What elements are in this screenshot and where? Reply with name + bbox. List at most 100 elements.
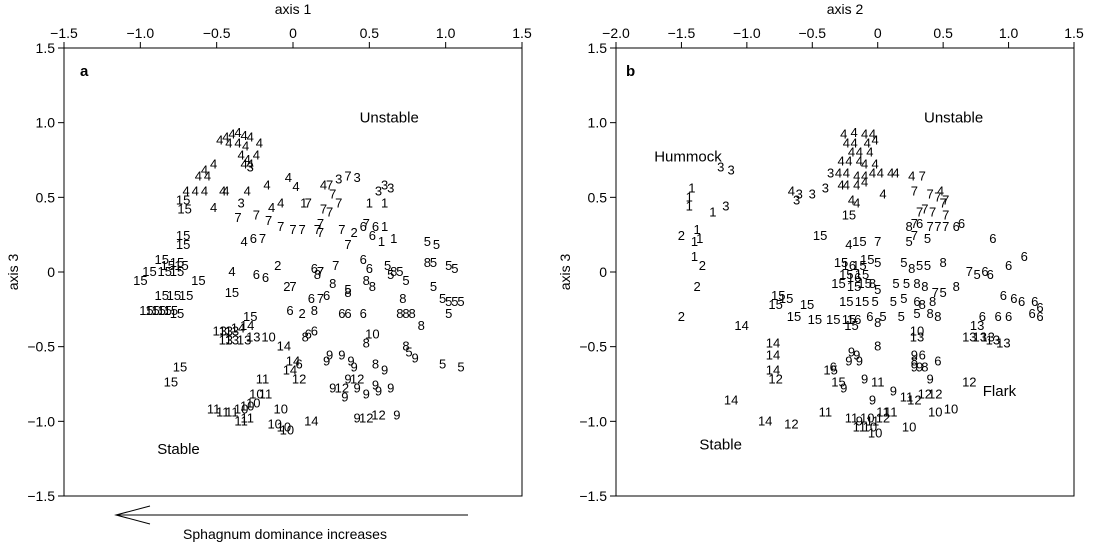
region-annotation: Hummock [654, 148, 722, 165]
data-point: 9 [856, 354, 863, 369]
data-point: 13 [986, 333, 1000, 348]
data-point: 4 [247, 130, 254, 145]
data-point: 14 [766, 336, 780, 351]
data-point: 5 [940, 285, 947, 300]
data-point: 4 [871, 133, 878, 148]
data-point: 11 [853, 419, 867, 434]
data-point: 4 [856, 145, 863, 160]
data-point: 5 [430, 279, 437, 294]
data-point: 1 [688, 180, 695, 195]
data-point: 7 [289, 279, 296, 294]
data-point: 13 [996, 336, 1010, 351]
data-point: 6 [262, 270, 269, 285]
data-point: 12 [359, 410, 373, 425]
data-point: 4 [835, 165, 842, 180]
data-point: 5 [384, 258, 391, 273]
data-point: 4 [887, 165, 894, 180]
data-point: 7 [344, 168, 351, 183]
data-point: 8 [344, 285, 351, 300]
data-point: 5 [898, 309, 905, 324]
data-point: 7 [966, 264, 973, 279]
y-axis-title: axis 3 [5, 254, 21, 291]
data-point: 4 [210, 156, 217, 171]
data-point: 13 [973, 330, 987, 345]
data-point: 11 [234, 413, 248, 428]
y-tick-label: 0 [599, 264, 607, 280]
data-point: 8 [926, 306, 933, 321]
data-point: 2 [283, 279, 290, 294]
data-point: 8 [402, 339, 409, 354]
scatter-panel-a: −1.5 −1.0 −0.5 0 0.5 1.0 1.5−1.5−1.0−0.500.51.… [5, 1, 532, 504]
data-point: 8 [934, 309, 941, 324]
data-point: 5 [874, 255, 881, 270]
data-point: 4 [256, 136, 263, 151]
data-point: 15 [154, 288, 168, 303]
data-point: 4 [201, 162, 208, 177]
data-point: 15 [176, 192, 190, 207]
data-point: 13 [225, 333, 239, 348]
data-point: 9 [848, 345, 855, 360]
data-point: 6 [1005, 258, 1012, 273]
data-point: 7 [344, 237, 351, 252]
data-point: 7 [326, 204, 333, 219]
data-point: 4 [892, 165, 899, 180]
data-point: 6 [295, 357, 302, 372]
arrow-label: Sphagnum dominance increases [183, 526, 387, 542]
data-point: 4 [234, 136, 241, 151]
data-point: 4 [879, 186, 886, 201]
data-point: 1 [691, 249, 698, 264]
data-point: 9 [347, 354, 354, 369]
data-point: 7 [277, 219, 284, 234]
data-point: 10 [365, 327, 379, 342]
data-point: 4 [222, 130, 229, 145]
data-point: 13 [219, 324, 233, 339]
data-point: 10 [860, 410, 874, 425]
data-point: 12 [876, 410, 890, 425]
data-point: 4 [228, 127, 235, 142]
data-point: 15 [834, 255, 848, 270]
data-point: 5 [871, 294, 878, 309]
data-point: 15 [154, 252, 168, 267]
data-point: 5 [892, 276, 899, 291]
data-point: 13 [219, 333, 233, 348]
data-point: 7 [921, 201, 928, 216]
data-point: 15 [844, 318, 858, 333]
data-point: 15 [823, 363, 837, 378]
data-point: 9 [344, 372, 351, 387]
data-point: 14 [734, 318, 748, 333]
data-point: 12 [768, 372, 782, 387]
data-point: 7 [929, 204, 936, 219]
data-point: 10 [928, 404, 942, 419]
data-point: 4 [845, 237, 852, 252]
data-point: 15 [808, 312, 822, 327]
data-point: 5 [451, 294, 458, 309]
arrow-head [114, 505, 151, 525]
data-point: 5 [451, 261, 458, 276]
data-point: 4 [192, 183, 199, 198]
data-point: 7 [299, 222, 306, 237]
x-tick-label: −1.0 [733, 25, 761, 41]
data-point: 7 [916, 204, 923, 219]
data-point: 4 [253, 148, 260, 163]
data-point: 6 [305, 327, 312, 342]
data-point: 6 [1000, 288, 1007, 303]
data-point: 4 [877, 165, 884, 180]
data-point: 6 [934, 354, 941, 369]
data-point: 5 [430, 255, 437, 270]
data-point: 12 [292, 372, 306, 387]
data-point: 4 [219, 183, 226, 198]
data-point: 6 [1021, 249, 1028, 264]
region-annotation: Stable [699, 437, 742, 454]
data-point: 7 [265, 213, 272, 228]
data-point: 8 [302, 330, 309, 345]
region-annotation: Flark [983, 383, 1017, 400]
data-point: 7 [926, 219, 933, 234]
data-point: 14 [240, 318, 254, 333]
data-point: 6 [286, 303, 293, 318]
data-point: 15 [855, 294, 869, 309]
data-point: 4 [195, 168, 202, 183]
data-point: 4 [241, 156, 248, 171]
data-point: 4 [210, 200, 217, 215]
data-point: 5 [924, 258, 931, 273]
data-point: 15 [855, 267, 869, 282]
